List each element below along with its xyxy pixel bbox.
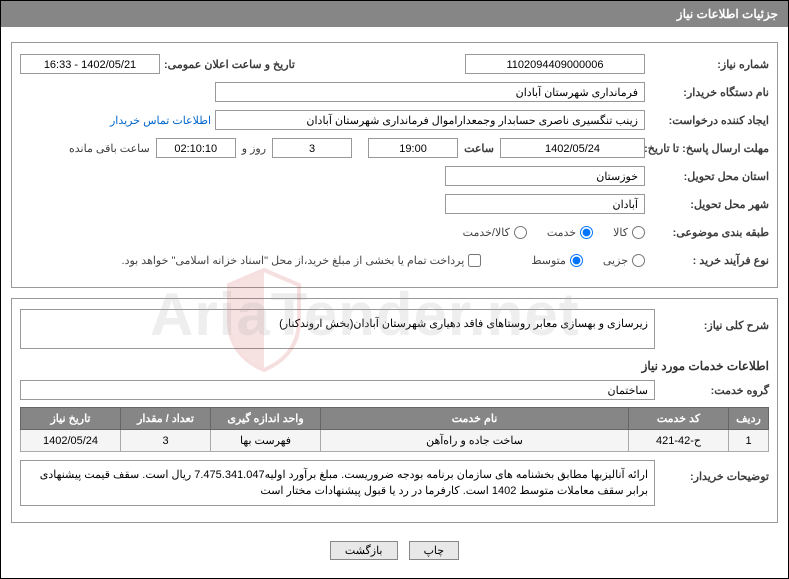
- radio-goods[interactable]: [632, 226, 645, 239]
- cell-date: 1402/05/24: [21, 430, 121, 452]
- buyer-org-field: فرمانداری شهرستان آبادان: [215, 82, 645, 102]
- cell-name: ساخت جاده و راه‌آهن: [321, 430, 629, 452]
- time-label: ساعت: [464, 142, 494, 155]
- deadline-date-field: 1402/05/24: [500, 138, 645, 158]
- buyer-notes-field: ارائه آنالیزبها مطابق بخشنامه های سازمان…: [20, 460, 655, 506]
- days-field: 3: [272, 138, 352, 158]
- button-row: چاپ بازگشت: [11, 533, 778, 568]
- need-desc-field: زیرسازی و بهسازی معابر روستاهای فاقد دهی…: [20, 309, 655, 349]
- process-type-label: نوع فرآیند خرید :: [649, 254, 769, 267]
- service-info-label: اطلاعات خدمات مورد نیاز: [20, 359, 769, 373]
- need-desc-label: شرح کلی نیاز:: [659, 309, 769, 332]
- need-number-label: شماره نیاز:: [649, 58, 769, 71]
- radio-goods-label: کالا: [613, 226, 628, 239]
- requester-field: زینب تنگسیری ناصری حسابدار وجمعداراموال …: [215, 110, 645, 130]
- service-group-label: گروه خدمت:: [659, 384, 769, 397]
- cell-unit: فهرست بها: [211, 430, 321, 452]
- radio-goods-service[interactable]: [514, 226, 527, 239]
- days-suffix: روز و: [242, 142, 266, 155]
- info-section: شماره نیاز: 1102094409000006 تاریخ و ساع…: [11, 42, 778, 288]
- subject-class-label: طبقه بندی موضوعی:: [649, 226, 769, 239]
- th-unit: واحد اندازه گیری: [211, 408, 321, 430]
- radio-medium-label: متوسط: [531, 254, 566, 267]
- radio-medium[interactable]: [570, 254, 583, 267]
- buyer-notes-label: توضیحات خریدار:: [659, 460, 769, 483]
- cell-qty: 3: [121, 430, 211, 452]
- announce-label: تاریخ و ساعت اعلان عمومی:: [164, 58, 295, 71]
- th-row: ردیف: [729, 408, 769, 430]
- treasury-checkbox[interactable]: [468, 254, 481, 267]
- radio-service[interactable]: [580, 226, 593, 239]
- radio-service-label: خدمت: [547, 226, 576, 239]
- remain-time-field: 02:10:10: [156, 138, 236, 158]
- buyer-org-label: نام دستگاه خریدار:: [649, 86, 769, 99]
- announce-field: 1402/05/21 - 16:33: [20, 54, 160, 74]
- radio-partial-label: جزیی: [603, 254, 628, 267]
- cell-code: ح-42-421: [629, 430, 729, 452]
- contact-link[interactable]: اطلاعات تماس خریدار: [110, 114, 211, 127]
- back-button[interactable]: بازگشت: [330, 541, 398, 560]
- print-button[interactable]: چاپ: [409, 541, 460, 560]
- requester-label: ایجاد کننده درخواست:: [649, 114, 769, 127]
- th-name: نام خدمت: [321, 408, 629, 430]
- main-container: جزئیات اطلاعات نیاز شماره نیاز: 11020944…: [0, 0, 789, 579]
- radio-partial[interactable]: [632, 254, 645, 267]
- deadline-label: مهلت ارسال پاسخ: تا تاریخ:: [649, 142, 769, 155]
- province-field: خوزستان: [445, 166, 645, 186]
- treasury-checkbox-label: پرداخت تمام یا بخشی از مبلغ خرید،از محل …: [122, 254, 465, 267]
- need-number-field: 1102094409000006: [465, 54, 645, 74]
- cell-row: 1: [729, 430, 769, 452]
- th-date: تاریخ نیاز: [21, 408, 121, 430]
- radio-goods-service-label: کالا/خدمت: [463, 226, 510, 239]
- th-code: کد خدمت: [629, 408, 729, 430]
- desc-section: شرح کلی نیاز: زیرسازی و بهسازی معابر روس…: [11, 298, 778, 523]
- table-row: 1 ح-42-421 ساخت جاده و راه‌آهن فهرست بها…: [21, 430, 769, 452]
- header-title: جزئیات اطلاعات نیاز: [1, 1, 788, 27]
- province-label: استان محل تحویل:: [649, 170, 769, 183]
- city-label: شهر محل تحویل:: [649, 198, 769, 211]
- service-table: ردیف کد خدمت نام خدمت واحد اندازه گیری ت…: [20, 407, 769, 452]
- city-field: آبادان: [445, 194, 645, 214]
- service-group-field[interactable]: [20, 380, 655, 400]
- th-qty: تعداد / مقدار: [121, 408, 211, 430]
- deadline-time-field: 19:00: [368, 138, 458, 158]
- remain-suffix: ساعت باقی مانده: [69, 142, 150, 155]
